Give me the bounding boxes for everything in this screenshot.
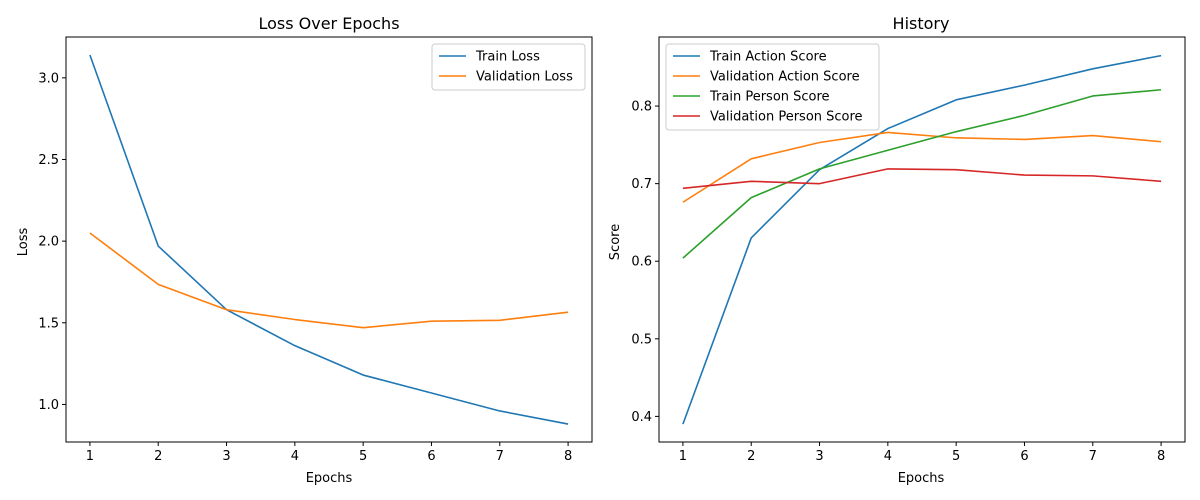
y-tick-label: 2.5 (38, 153, 59, 168)
plot-frame (65, 36, 593, 443)
x-axis-label: Epochs (306, 471, 353, 486)
legend-box (431, 43, 586, 91)
legend-box (665, 43, 880, 131)
x-tick-label: 6 (1020, 449, 1028, 464)
series-line-1 (89, 232, 569, 329)
x-tick-label: 8 (1157, 449, 1165, 464)
y-tick-label: 0.8 (631, 100, 652, 115)
x-tick-label: 4 (884, 449, 892, 464)
x-tick-label: 2 (154, 449, 162, 464)
y-tick-label: 2.0 (38, 235, 59, 250)
legend-label-3: Validation Person Score (710, 110, 863, 125)
x-tick-label: 7 (1089, 449, 1097, 464)
x-tick-label: 3 (222, 449, 230, 464)
x-axis-label: Epochs (898, 471, 945, 486)
history-chart: History Epochs Score 1 2 3 4 5 6 7 8 0.4 0.5 0.6 0.… (608, 14, 1186, 486)
y-tick-label: 3.0 (38, 71, 59, 86)
y-tick-label: 0.6 (631, 255, 652, 270)
x-tick-label: 8 (564, 449, 572, 464)
x-tick-label: 6 (427, 449, 435, 464)
y-tick-label: 0.7 (631, 177, 652, 192)
series-line-1 (682, 131, 1162, 203)
legend: Train Loss Validation Loss (431, 43, 586, 91)
legend-label-2: Train Person Score (709, 90, 830, 105)
series-line-0 (682, 54, 1162, 425)
y-axis-label: Score (608, 224, 623, 260)
series-line-0 (89, 54, 569, 425)
loss-chart: Loss Over Epochs Epochs Loss 1 2 3 4 5 6 7 8 1.0… (16, 14, 593, 486)
y-tick-label: 1.0 (38, 398, 59, 413)
y-axis-label: Loss (16, 228, 31, 257)
x-tick-label: 1 (86, 449, 94, 464)
series-line-2 (682, 88, 1162, 259)
x-tick-label: 3 (815, 449, 823, 464)
legend-label-1: Validation Action Score (710, 70, 860, 85)
x-tick-label: 2 (747, 449, 755, 464)
y-tick-label: 0.4 (631, 410, 652, 425)
chart-title: Loss Over Epochs (258, 14, 399, 33)
chart-title: History (893, 14, 950, 33)
x-tick-label: 5 (952, 449, 960, 464)
legend-label-0: Train Loss (475, 50, 540, 65)
legend-label-0: Train Action Score (709, 50, 827, 65)
x-tick-label: 1 (679, 449, 687, 464)
y-tick-label: 0.5 (631, 332, 652, 347)
legend-label-1: Validation Loss (476, 70, 573, 85)
series-line-3 (682, 168, 1162, 190)
legend: Train Action Score Validation Action Scor… (665, 43, 880, 131)
plot-frame (658, 36, 1186, 443)
x-tick-label: 5 (359, 449, 367, 464)
x-tick-label: 7 (496, 449, 504, 464)
y-tick-label: 1.5 (38, 316, 59, 331)
x-tick-label: 4 (291, 449, 299, 464)
